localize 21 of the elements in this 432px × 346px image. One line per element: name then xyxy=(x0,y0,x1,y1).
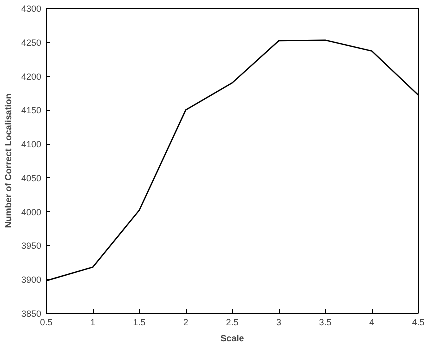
x-axis-title: Scale xyxy=(220,334,244,344)
y-tick-label: 4000 xyxy=(21,207,42,218)
y-tick-label: 4150 xyxy=(21,106,42,116)
y-axis-title: Number of Correct Localisation xyxy=(3,94,14,228)
x-tick-label: 2.5 xyxy=(226,318,239,328)
y-tick-label: 4050 xyxy=(21,173,42,184)
x-tick-label: 2 xyxy=(183,318,189,328)
y-tick-label: 4100 xyxy=(21,140,42,150)
x-tick-label: 3 xyxy=(276,318,282,328)
x-tick-label: 4.5 xyxy=(412,318,425,328)
y-tick-label: 4200 xyxy=(21,72,42,82)
x-tick-label: 1 xyxy=(90,318,96,328)
x-tick-label: 3.5 xyxy=(319,318,332,328)
y-tick-label: 3950 xyxy=(21,241,42,252)
x-tick-label: 4 xyxy=(369,318,375,328)
y-tick-label: 4300 xyxy=(21,4,42,14)
y-tick-label: 3850 xyxy=(21,309,42,319)
y-tick-label: 4250 xyxy=(21,38,42,48)
y-tick-label: 3900 xyxy=(21,275,42,286)
x-tick-label: 0.5 xyxy=(40,318,53,328)
x-tick-label: 1.5 xyxy=(133,318,146,328)
